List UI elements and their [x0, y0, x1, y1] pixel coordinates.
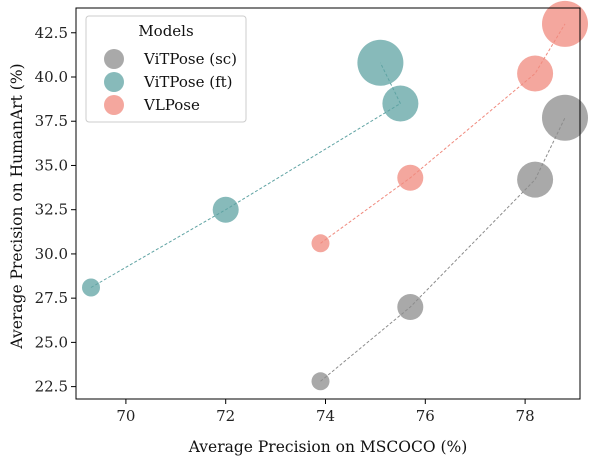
- legend-marker: [104, 72, 124, 92]
- legend-marker: [104, 49, 124, 69]
- legend-label: ViTPose (sc): [143, 50, 237, 68]
- legend: Models ViTPose (sc) ViTPose (ft) VLPose: [85, 15, 247, 123]
- data-point: [311, 372, 330, 391]
- y-tick-label: 32.5: [35, 201, 68, 219]
- y-axis-label: Average Precision on HumanArt (%): [8, 63, 26, 349]
- data-point: [357, 39, 404, 86]
- y-tick-label: 40.0: [35, 68, 68, 86]
- legend-marker: [104, 95, 124, 115]
- data-point: [517, 55, 554, 92]
- data-point: [82, 278, 100, 297]
- series-line-2: [320, 23, 566, 244]
- data-point: [311, 234, 330, 253]
- x-tick-label: 76: [416, 407, 435, 425]
- axes: 70 72 74 76 78 22.5 25.0 27.5 30.0 32.5 35.0 37.5 40…: [35, 7, 581, 425]
- legend-label: VLPose: [143, 96, 200, 114]
- y-tick-label: 22.5: [35, 378, 68, 396]
- data-point: [517, 161, 554, 198]
- data-point: [212, 196, 239, 223]
- x-tick-label: 74: [316, 407, 335, 425]
- data-point: [542, 94, 588, 141]
- series-line-0: [320, 117, 566, 382]
- y-tick-label: 27.5: [35, 289, 68, 307]
- legend-box: [85, 15, 247, 123]
- x-tick-label: 78: [516, 407, 535, 425]
- x-tick-label: 70: [116, 407, 135, 425]
- y-tick-label: 25.0: [35, 333, 68, 351]
- plot-area: [82, 0, 588, 391]
- y-tick-label: 30.0: [35, 245, 68, 263]
- legend-label: ViTPose (ft): [143, 73, 233, 91]
- x-tick-label: 72: [216, 407, 235, 425]
- plot-frame: [75, 7, 581, 400]
- y-tick-label: 35.0: [35, 156, 68, 174]
- y-tick-label: 37.5: [35, 112, 68, 130]
- data-point: [397, 164, 424, 191]
- data-point: [382, 85, 419, 122]
- data-point: [397, 294, 424, 320]
- x-axis-label: Average Precision on MSCOCO (%): [188, 438, 468, 456]
- legend-title: Models: [138, 22, 193, 40]
- data-point: [542, 0, 588, 47]
- y-tick-label: 42.5: [35, 24, 68, 42]
